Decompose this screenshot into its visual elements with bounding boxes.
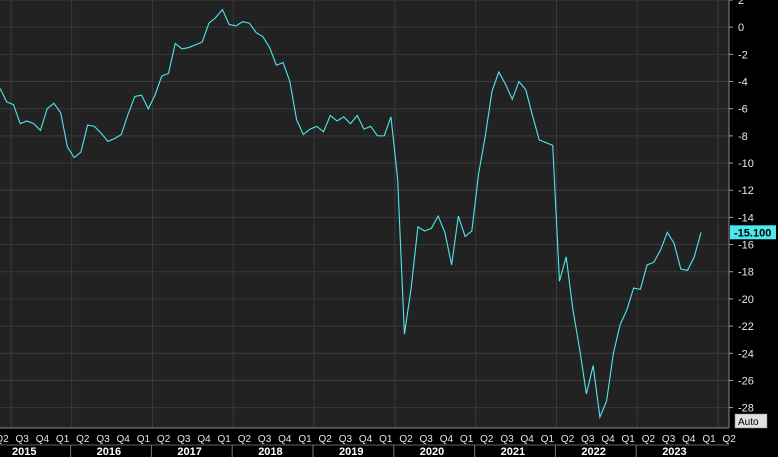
quarter-tick-label: Q1 [298,434,312,445]
y-tick-label: -18 [738,267,754,279]
y-tick-label: -12 [738,185,754,197]
quarter-tick-label: Q1 [541,434,555,445]
quarter-tick-label: Q1 [460,434,474,445]
auto-badge-label: Auto [738,417,759,428]
quarter-tick-label: Q2 [76,434,90,445]
y-tick-label: -24 [738,348,754,360]
x-axis: Q2 Q3 Q4 Q1 Q2 Q3 Q4 Q1 Q2 Q3 Q4 Q1 Q2 Q3 Q4 Q1 Q2 Q3 Q4 Q1… [0,427,737,457]
series-line [0,8,702,420]
quarter-tick-label: Q4 [359,434,373,445]
year-label: 2018 [258,446,282,457]
quarter-tick-label: Q4 [36,434,50,445]
quarter-tick-label: Q3 [662,434,676,445]
quarter-tick-label: Q2 [561,434,575,445]
grid-lines [0,0,729,428]
y-tick-label: -2 [738,49,748,61]
year-label: 2021 [501,446,525,457]
quarter-tick-label: Q1 [137,434,151,445]
quarter-tick-label: Q3 [177,434,191,445]
year-label: 2015 [12,446,36,457]
quarter-tick-label: Q1 [56,434,70,445]
auto-scale-badge[interactable]: Auto [734,413,768,429]
quarter-tick-label: Q3 [96,434,110,445]
quarter-tick-label: Q2 [157,434,171,445]
quarter-tick-label: Q1 [702,434,716,445]
quarter-tick-label: Q1 [379,434,393,445]
quarter-tick-label: Q2 [723,434,737,445]
quarter-tick-label: Q4 [440,434,454,445]
year-label: 2019 [339,446,363,457]
quarter-tick-label: Q2 [319,434,333,445]
last-value-label: -15.100 [734,227,771,239]
quarter-tick-label: Q2 [238,434,252,445]
y-tick-label: -22 [738,321,754,333]
y-tick-label: -4 [738,77,748,89]
quarter-tick-label: Q1 [622,434,636,445]
last-value-marker: -15.100 [730,225,776,240]
quarter-tick-label: Q1 [218,434,232,445]
y-tick-label: -26 [738,375,754,387]
year-label: 2017 [177,446,201,457]
quarter-tick-label: Q4 [117,434,131,445]
quarter-tick-label: Q2 [399,434,413,445]
y-tick-label: 0 [738,22,744,34]
quarter-tick-label: Q3 [16,434,30,445]
quarter-tick-label: Q4 [278,434,292,445]
quarter-tick-label: Q4 [601,434,615,445]
y-tick-label: -20 [738,294,754,306]
year-label: 2016 [97,446,121,457]
auto-badge-bg [734,413,768,429]
y-tick-label: -16 [738,240,754,252]
quarter-tick-label: Q3 [500,434,514,445]
y-tick-label: 2 [738,0,744,7]
y-tick-label: -8 [738,131,748,143]
last-value-badge [730,225,776,240]
quarter-tick-label: Q3 [420,434,434,445]
quarter-tick-label: Q4 [197,434,211,445]
y-tick-label: -28 [738,403,754,415]
quarter-tick-label: Q2 [480,434,494,445]
y-axis: 2 0 -2 -4 -6 -8 -10 -12 -14 -16 -18 -20 -22 -24 -26 -28 [728,0,754,428]
y-tick-label: -10 [738,158,754,170]
year-label: 2022 [581,446,605,457]
quarter-tick-label: Q3 [258,434,272,445]
year-label: 2020 [420,446,444,457]
quarter-tick-label: Q4 [682,434,696,445]
quarter-tick-label: Q2 [642,434,656,445]
year-label: 2023 [662,446,686,457]
quarter-tick-label: Q2 [0,434,9,445]
plot-area [0,0,729,428]
quarter-tick-label: Q4 [521,434,535,445]
y-tick-label: -14 [738,212,754,224]
y-tick-label: -6 [738,104,748,116]
quarter-tick-label: Q3 [339,434,353,445]
quarter-tick-label: Q3 [581,434,595,445]
